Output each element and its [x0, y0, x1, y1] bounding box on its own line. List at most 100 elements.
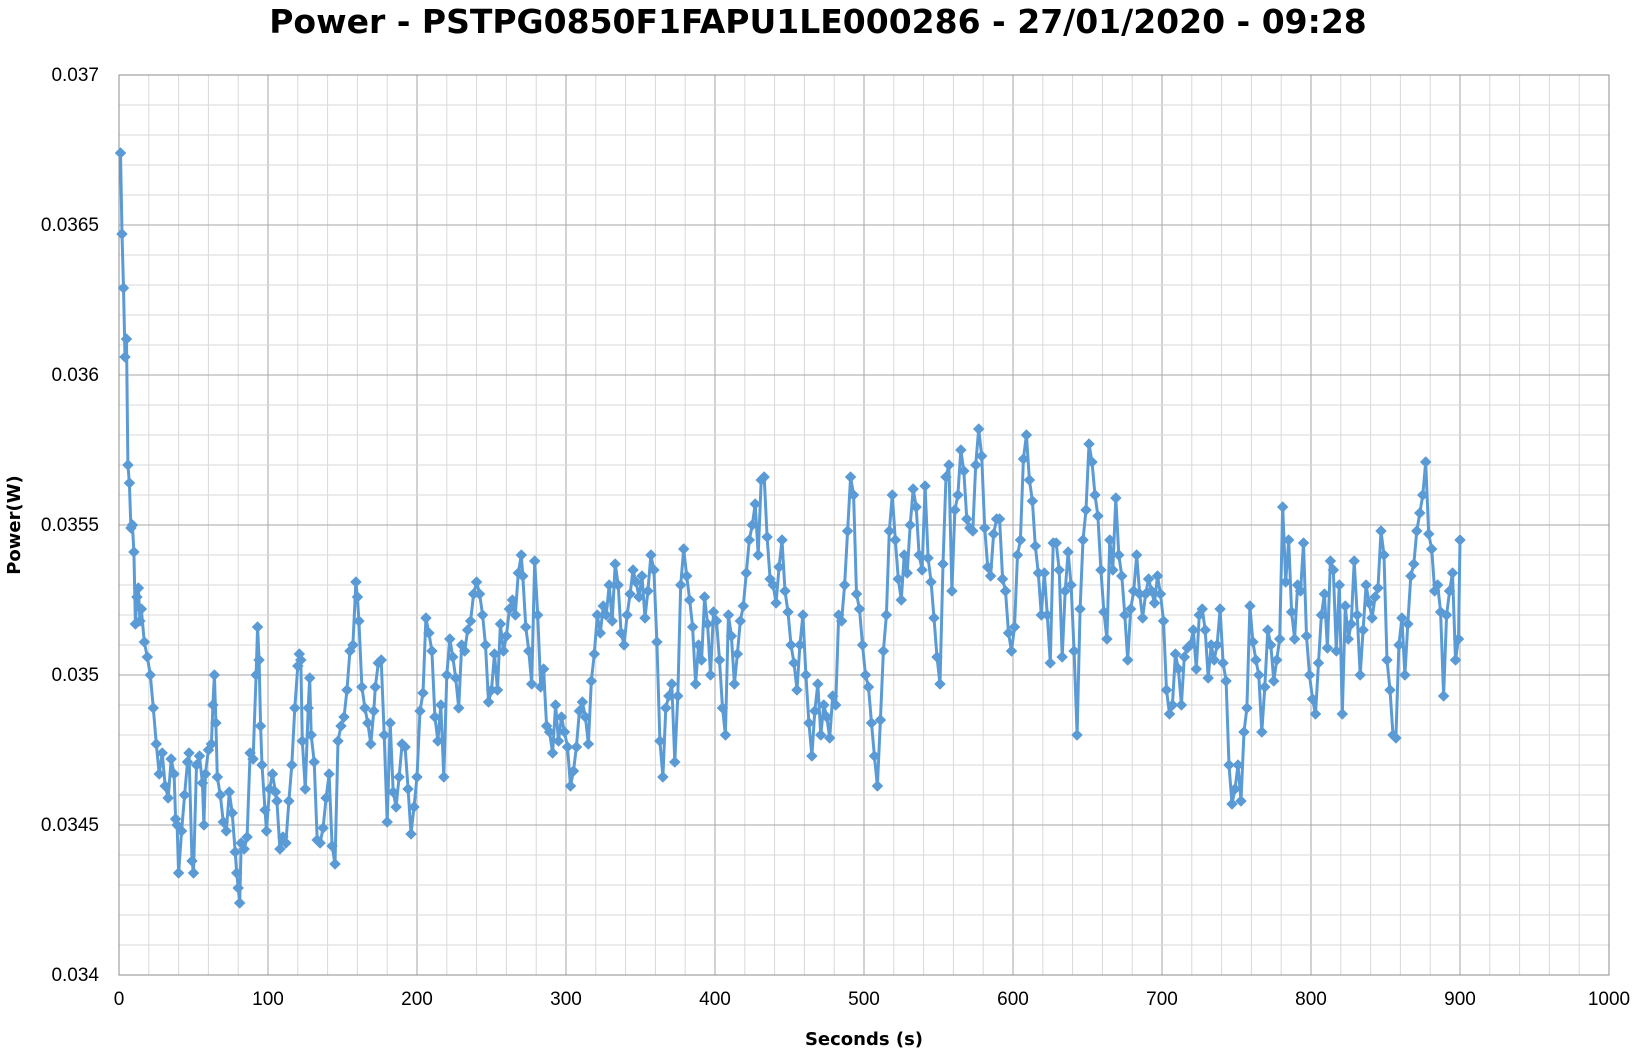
data-point-marker: [1187, 624, 1200, 636]
data-point-marker: [233, 897, 246, 909]
data-point-marker: [1419, 456, 1432, 468]
data-point-marker: [314, 837, 327, 849]
data-point-marker: [223, 786, 236, 798]
data-point-marker: [856, 639, 869, 651]
data-point-marker: [630, 576, 642, 588]
data-point-marker: [1273, 633, 1286, 645]
data-point-marker: [181, 756, 194, 768]
data-point-marker: [220, 825, 233, 837]
data-point-marker: [859, 669, 872, 681]
x-axis-ticks: 0 100 200 300 400 500 600 700 800 900 1000: [114, 989, 1630, 1010]
x-tick-label: 200: [401, 989, 433, 1010]
data-point-marker: [1109, 492, 1122, 504]
data-point-marker: [701, 618, 714, 630]
data-point-marker: [871, 780, 884, 792]
data-point-marker: [1095, 564, 1107, 576]
data-point-marker: [1056, 651, 1069, 663]
data-point-marker: [384, 717, 397, 729]
data-point-marker: [214, 789, 227, 801]
data-point-marker: [1345, 618, 1358, 630]
data-point-marker: [369, 681, 382, 693]
data-point-marker: [1124, 603, 1137, 615]
data-point-marker: [1196, 603, 1209, 615]
data-point-marker: [671, 690, 684, 702]
data-point-marker: [919, 480, 931, 492]
y-axis-title: Power(W): [4, 475, 25, 575]
series-line: [119, 152, 1462, 905]
data-point-marker: [1348, 555, 1361, 567]
data-point-marker: [654, 735, 666, 747]
data-point-marker: [1303, 669, 1316, 681]
data-point-marker: [500, 630, 513, 642]
data-point-marker: [996, 573, 1009, 585]
data-point-marker: [482, 696, 495, 708]
data-point-marker: [665, 678, 678, 690]
data-point-marker: [1178, 651, 1191, 663]
data-point-marker: [320, 792, 332, 804]
chart-title: Power - PSTPG0850F1FAPU1LE000286 - 27/01…: [269, 2, 1367, 41]
data-point-marker: [449, 672, 462, 684]
data-point-marker: [698, 591, 711, 603]
data-point-marker: [443, 633, 456, 645]
data-point-marker: [749, 498, 762, 510]
data-point-marker: [1023, 474, 1036, 486]
data-point-marker: [1148, 597, 1161, 609]
data-point-marker: [969, 459, 982, 471]
data-point-marker: [134, 615, 146, 627]
data-point-marker: [141, 651, 154, 663]
data-point-marker: [823, 732, 836, 744]
plot-area-border: [118, 74, 1610, 976]
data-point-marker: [326, 840, 338, 852]
data-point-marker: [1083, 438, 1095, 450]
data-point-marker: [405, 828, 417, 840]
data-point-marker: [117, 282, 130, 294]
data-point-marker: [624, 588, 636, 600]
data-point-marker: [546, 747, 559, 759]
data-point-marker: [347, 639, 359, 651]
data-point-marker: [618, 639, 630, 651]
data-point-marker: [1106, 564, 1119, 576]
data-point-marker: [274, 843, 286, 855]
data-point-marker: [283, 795, 295, 807]
data-point-marker: [1026, 495, 1039, 507]
data-point-marker: [883, 525, 896, 537]
data-point-marker: [294, 654, 307, 666]
data-point-marker: [1011, 549, 1024, 561]
data-point-marker: [1151, 570, 1164, 582]
data-point-marker: [138, 636, 151, 648]
data-point-marker: [1229, 783, 1241, 795]
data-point-marker: [399, 741, 411, 753]
data-point-marker: [1172, 663, 1185, 675]
data-point-marker: [1381, 654, 1393, 666]
data-point-marker: [1041, 609, 1054, 621]
y-tick-label: 0.035: [51, 665, 99, 686]
data-point-marker: [886, 489, 899, 501]
data-point-marker: [256, 759, 268, 771]
data-point-marker: [434, 699, 447, 711]
data-point-marker: [534, 681, 547, 693]
data-point-marker: [889, 534, 902, 546]
data-point-marker: [1065, 579, 1077, 591]
data-point-marker: [1375, 525, 1387, 537]
data-point-marker: [1226, 798, 1238, 810]
data-point-marker: [1279, 576, 1292, 588]
data-point-marker: [594, 627, 607, 639]
data-point-marker: [937, 558, 949, 570]
data-point-marker: [1372, 582, 1384, 594]
data-point-marker: [719, 729, 732, 741]
data-point-marker: [123, 477, 136, 489]
data-point-marker: [1339, 600, 1352, 612]
data-point-marker: [743, 534, 756, 546]
data-point-marker: [1330, 645, 1343, 657]
x-tick-label: 300: [550, 989, 582, 1010]
data-point-marker: [479, 639, 492, 651]
data-point-marker: [414, 705, 426, 717]
data-point-marker: [1321, 642, 1334, 654]
data-point-marker: [120, 333, 133, 345]
data-point-marker: [208, 669, 221, 681]
data-point-marker: [1363, 597, 1375, 609]
data-point-marker: [829, 699, 842, 711]
data-point-marker: [247, 753, 259, 765]
data-point-marker: [1416, 489, 1429, 501]
data-point-marker: [761, 531, 774, 543]
